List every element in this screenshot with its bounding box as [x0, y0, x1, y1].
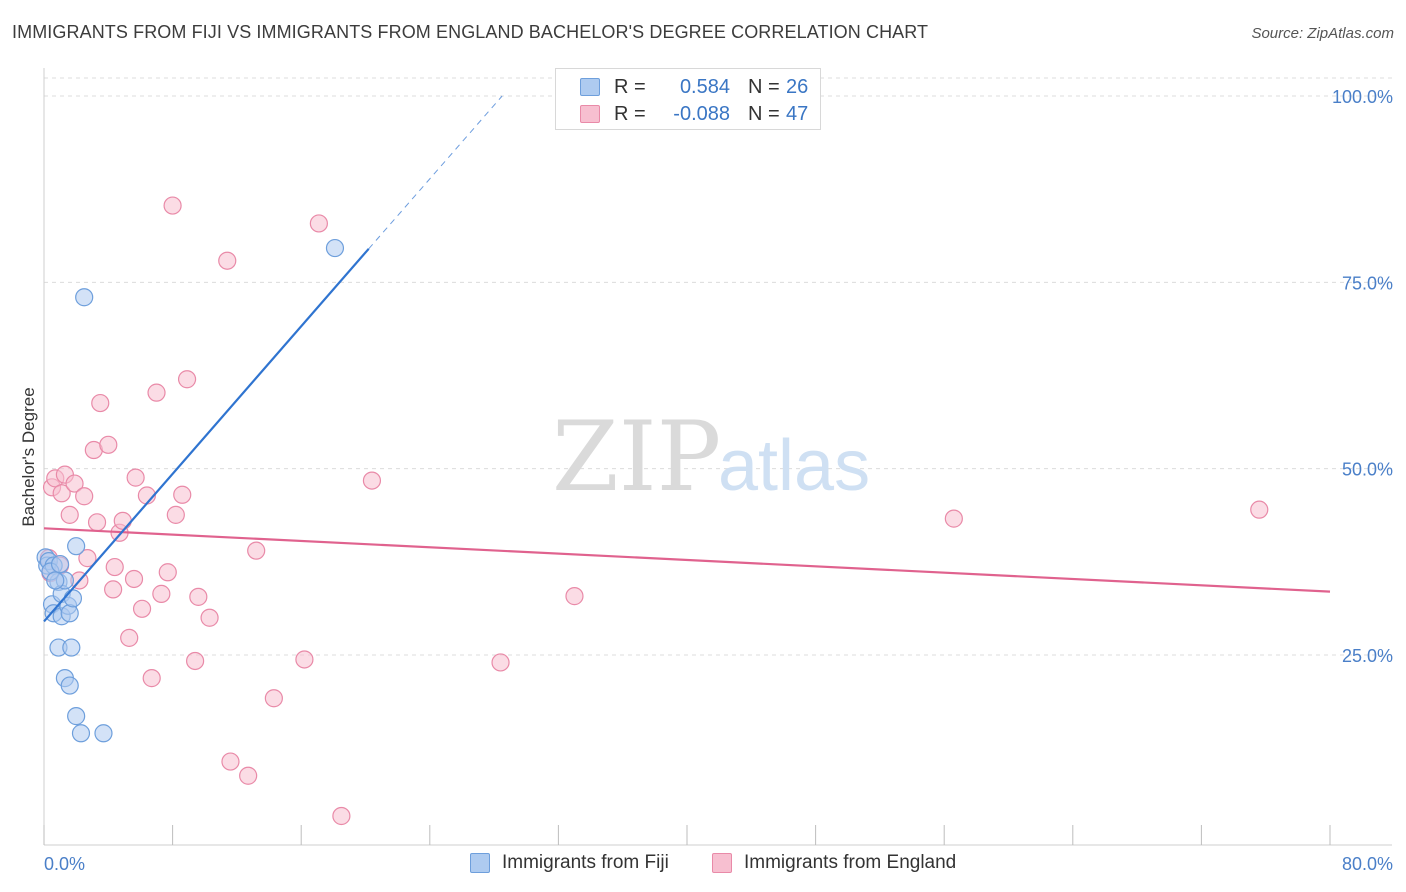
england-point	[147, 383, 166, 402]
fiji-point	[94, 724, 113, 743]
england-point	[239, 766, 258, 785]
r-label: R =	[614, 75, 646, 98]
england-point	[189, 587, 208, 606]
fiji-swatch	[470, 853, 490, 873]
n-label: N =	[748, 102, 780, 125]
watermark-zip: ZIP	[552, 401, 721, 513]
legend-label-england: Immigrants from England	[744, 852, 957, 873]
england-point	[158, 563, 177, 582]
correlation-legend: R = 0.584 N = 26 R = -0.088 N = 47	[555, 68, 821, 130]
fiji-point	[67, 707, 86, 726]
x-tick-labels: 0.0% 80.0%	[44, 854, 1393, 874]
england-point	[944, 509, 963, 528]
grid-lines	[44, 77, 1392, 656]
watermark-atlas: atlas	[718, 426, 870, 506]
england-point	[142, 669, 161, 688]
fiji-trend-extension	[368, 95, 503, 250]
england-point	[295, 650, 314, 669]
england-point	[362, 471, 382, 490]
legend-row-england: R = -0.088 N = 47	[580, 102, 808, 126]
england-point	[104, 580, 123, 599]
fiji-point	[46, 571, 65, 590]
legend-item-fiji: Immigrants from Fiji	[470, 852, 669, 874]
england-point	[173, 485, 192, 504]
england-point	[126, 468, 145, 487]
england-point	[132, 599, 152, 618]
trend-lines	[43, 95, 1331, 623]
england-point	[332, 806, 351, 826]
england-point	[1250, 500, 1269, 519]
r-value: 0.584	[679, 75, 730, 98]
england-point	[120, 628, 139, 647]
y-tick-label: 75.0%	[1342, 273, 1393, 293]
england-point	[163, 196, 182, 215]
england-point	[105, 557, 124, 577]
england-point	[78, 549, 97, 568]
y-tick-label: 50.0%	[1342, 460, 1393, 480]
england-point	[200, 608, 219, 627]
england-point	[491, 653, 510, 672]
fiji-point	[63, 589, 83, 608]
fiji-point	[67, 537, 86, 556]
legend-row-fiji: R = 0.584 N = 26	[580, 75, 808, 99]
england-point	[264, 689, 283, 708]
n-value: 47	[786, 102, 809, 125]
legend-label-fiji: Immigrants from Fiji	[502, 852, 669, 873]
fiji-point	[62, 638, 81, 657]
england-point	[177, 370, 197, 389]
england-point	[91, 393, 110, 413]
r-label: R =	[614, 102, 646, 125]
y-tick-label: 25.0%	[1342, 646, 1393, 666]
england-point	[65, 474, 84, 493]
england-point	[186, 651, 205, 671]
x-tick-label: 80.0%	[1342, 854, 1393, 874]
chart-title: IMMIGRANTS FROM FIJI VS IMMIGRANTS FROM …	[12, 22, 929, 42]
y-axis-label: Bachelor's Degree	[19, 387, 38, 526]
england-point	[52, 484, 71, 503]
england-point	[152, 584, 171, 603]
fiji-point	[71, 724, 91, 743]
y-tick-labels: 25.0% 50.0% 75.0% 100.0%	[1332, 87, 1393, 666]
r-value: -0.088	[673, 102, 730, 125]
england-point	[218, 251, 237, 270]
england-swatch	[712, 853, 732, 873]
england-point	[60, 505, 79, 524]
x-tick-label: 0.0%	[44, 854, 85, 874]
england-swatch	[580, 105, 600, 123]
england-point	[87, 513, 107, 532]
england-point	[75, 487, 94, 506]
england-point	[99, 435, 118, 454]
fiji-point	[50, 554, 70, 574]
fiji-point	[60, 604, 79, 623]
n-value: 26	[786, 75, 809, 98]
source-label: Source: ZipAtlas.com	[1251, 25, 1394, 42]
england-point	[113, 511, 132, 530]
england-point	[247, 541, 266, 560]
england-point	[166, 505, 185, 524]
fiji-point	[325, 238, 345, 258]
england-point	[124, 569, 144, 589]
fiji-swatch	[580, 78, 600, 96]
england-point	[221, 752, 240, 771]
fiji-trend-line	[43, 248, 370, 623]
y-tick-label: 100.0%	[1332, 87, 1393, 107]
axes	[43, 68, 1392, 846]
watermark: ZIP atlas	[552, 401, 870, 513]
fiji-point	[60, 676, 79, 695]
england-trend-line	[43, 527, 1331, 593]
england-point	[309, 214, 328, 233]
fiji-point	[75, 288, 94, 307]
legend-item-england: Immigrants from England	[712, 852, 956, 874]
england-point	[565, 587, 584, 606]
n-label: N =	[748, 75, 780, 98]
